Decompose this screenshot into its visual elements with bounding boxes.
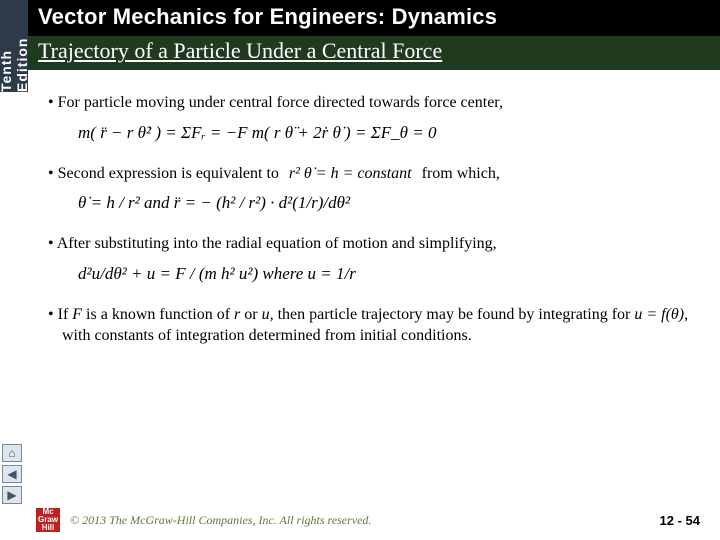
equation-1: m( r̈ − r θ̇² ) = ΣFᵣ = −F m( r θ̈ + 2ṙ … xyxy=(78,122,700,145)
bullet-2-text-a: Second expression is equivalent to xyxy=(58,165,279,182)
next-icon[interactable]: ▶ xyxy=(2,486,22,504)
logo-line-3: Hill xyxy=(42,524,54,532)
bullet-4-pre: If xyxy=(58,306,73,323)
publisher-logo: Mc Graw Hill xyxy=(36,508,60,532)
bullet-2: Second expression is equivalent to r² θ̇… xyxy=(48,163,700,185)
home-icon[interactable]: ⌂ xyxy=(2,444,22,462)
book-title: Vector Mechanics for Engineers: Dynamics xyxy=(38,4,497,29)
bullet-4: If F is a known function of r or u, then… xyxy=(48,304,700,347)
edition-badge: Tenth Edition xyxy=(0,0,28,92)
footer: Mc Graw Hill © 2013 The McGraw-Hill Comp… xyxy=(36,506,700,534)
bullet-1-text: For particle moving under central force … xyxy=(58,94,503,111)
bullet-4-mid1: is a known function of xyxy=(82,306,234,323)
prev-icon[interactable]: ◀ xyxy=(2,465,22,483)
equation-4: d²u/dθ² + u = F / (m h² u²) where u = 1/… xyxy=(78,263,700,286)
slide-title-bar: Trajectory of a Particle Under a Central… xyxy=(28,36,720,70)
equation-2-inline: r² θ̇ = h = constant xyxy=(283,165,418,182)
bullet-4-F: F xyxy=(72,306,82,323)
equation-3: θ̇ = h / r² and r̈ = − (h² / r²) · d²(1/… xyxy=(78,192,700,215)
bullet-4-eq: u = f(θ) xyxy=(634,306,684,323)
bullet-4-u: u, xyxy=(262,306,274,323)
bullet-4-mid2: then particle trajectory may be found by… xyxy=(274,306,635,323)
bullet-4-or: or xyxy=(240,306,261,323)
book-title-bar: Vector Mechanics for Engineers: Dynamics xyxy=(28,0,720,36)
nav-icon-group: ⌂ ◀ ▶ xyxy=(2,444,24,504)
page-number: 12 - 54 xyxy=(660,513,700,528)
bullet-2-text-b: from which, xyxy=(422,165,500,182)
bullet-1: For particle moving under central force … xyxy=(48,92,700,114)
slide-content: For particle moving under central force … xyxy=(48,92,700,355)
edition-text: Tenth Edition xyxy=(0,0,30,92)
slide-title: Trajectory of a Particle Under a Central… xyxy=(38,38,442,63)
bullet-3-text: After substituting into the radial equat… xyxy=(57,235,497,252)
bullet-3: After substituting into the radial equat… xyxy=(48,233,700,255)
copyright-text: © 2013 The McGraw-Hill Companies, Inc. A… xyxy=(60,513,660,528)
